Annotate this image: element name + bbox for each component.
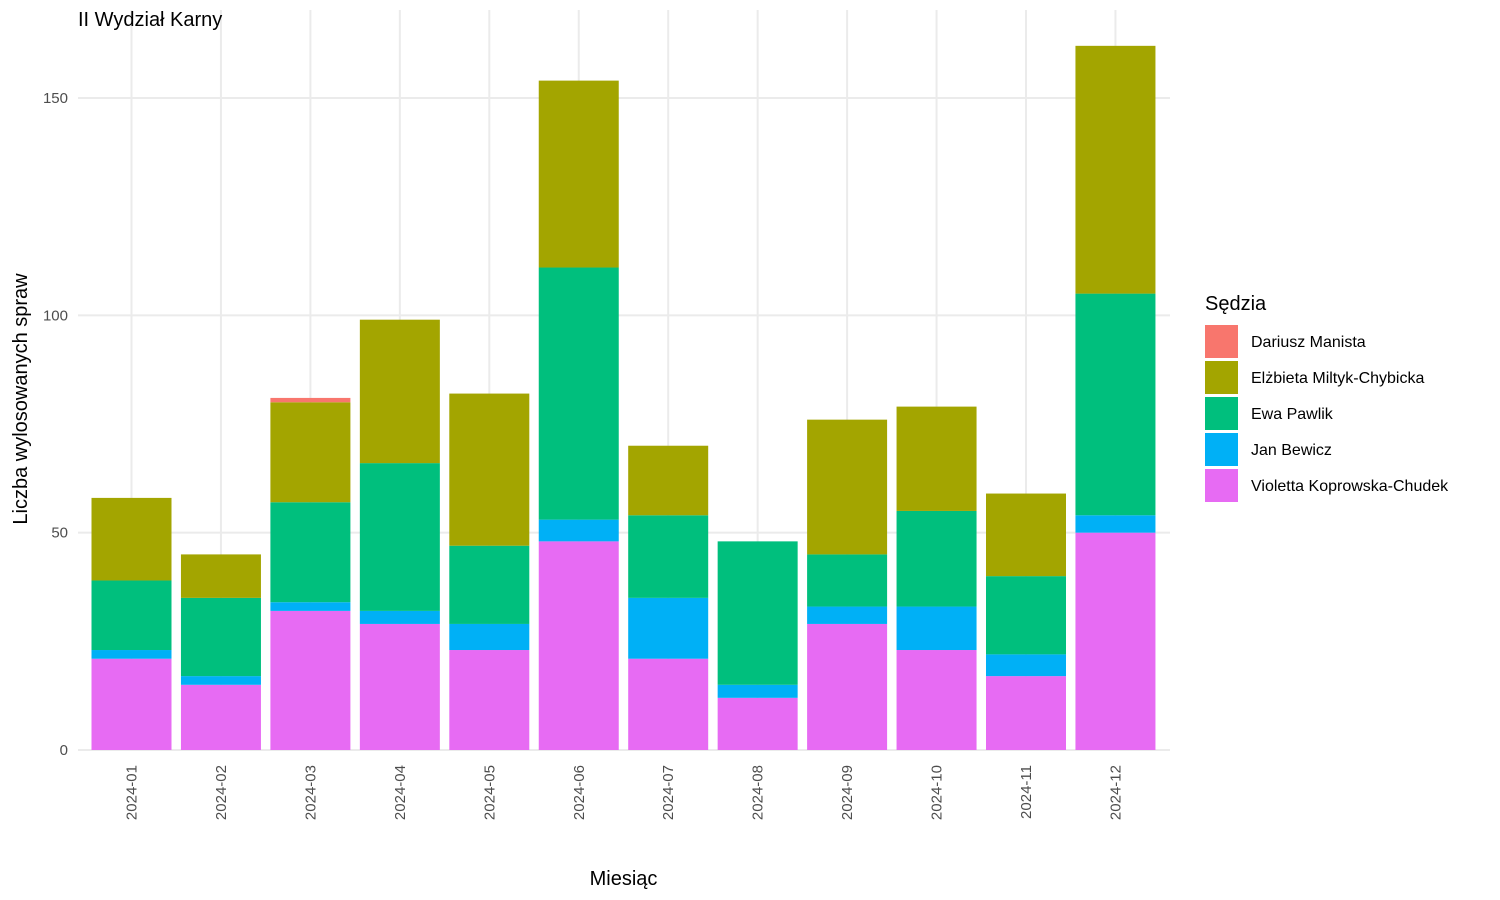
legend-swatch bbox=[1205, 361, 1238, 394]
bar-segment bbox=[1075, 293, 1156, 516]
bar-segment bbox=[180, 597, 261, 677]
bar-segment bbox=[91, 497, 172, 581]
x-axis-ticks: 2024-01 2024-02 2024-03 2024-04 2024-05 2024-… bbox=[124, 765, 1125, 820]
bar-segment bbox=[1075, 45, 1156, 294]
bar-segment bbox=[359, 463, 440, 611]
bar-segment bbox=[986, 676, 1066, 750]
bar-segment bbox=[807, 623, 888, 750]
bar-segment bbox=[449, 545, 530, 624]
bar-segment bbox=[449, 650, 530, 750]
bar-segment bbox=[807, 419, 888, 555]
x-tick-label: 2024-01 bbox=[124, 765, 141, 820]
bar-segment bbox=[180, 684, 261, 750]
bar-segment bbox=[896, 606, 977, 651]
bar-segment bbox=[896, 650, 977, 750]
legend-title: Sędzia bbox=[1205, 293, 1267, 315]
bar-segment bbox=[986, 576, 1066, 655]
x-tick-label: 2024-12 bbox=[1107, 765, 1124, 820]
bar-segment bbox=[538, 80, 619, 268]
y-tick-label: 150 bbox=[43, 90, 68, 107]
bar-segment bbox=[538, 267, 619, 520]
bar-segment bbox=[986, 654, 1066, 677]
bar-segment bbox=[180, 554, 261, 598]
y-axis-title: Liczba wylosowanych spraw bbox=[10, 273, 32, 525]
x-tick-label: 2024-04 bbox=[392, 765, 409, 820]
bar-segment bbox=[91, 650, 172, 659]
x-tick-label: 2024-05 bbox=[481, 765, 498, 820]
bar-segment bbox=[359, 319, 440, 464]
y-tick-label: 50 bbox=[51, 525, 68, 542]
y-tick-label: 0 bbox=[60, 742, 68, 759]
bar-segment bbox=[449, 623, 530, 651]
bar-segment bbox=[270, 602, 351, 611]
bar-segment bbox=[896, 510, 977, 607]
bar-segment bbox=[538, 519, 619, 542]
bar-segment bbox=[807, 554, 888, 607]
chart-title: II Wydział Karny bbox=[78, 9, 222, 31]
bar-segment bbox=[628, 658, 709, 750]
bar-segment bbox=[628, 445, 709, 516]
x-tick-label: 2024-11 bbox=[1018, 765, 1035, 819]
bar-segment bbox=[91, 658, 172, 750]
bar-segment bbox=[180, 676, 261, 685]
bar-segment bbox=[270, 610, 351, 750]
bars bbox=[91, 45, 1156, 750]
x-tick-label: 2024-07 bbox=[660, 765, 677, 820]
bar-segment bbox=[359, 610, 440, 624]
legend: Sędzia Dariusz Manista Elżbieta Miltyk-Ch… bbox=[1205, 293, 1449, 502]
x-tick-label: 2024-02 bbox=[213, 765, 230, 820]
bar-segment bbox=[807, 606, 888, 624]
bar-segment bbox=[91, 580, 172, 651]
legend-swatch bbox=[1205, 433, 1238, 466]
x-axis-title: Miesiąc bbox=[590, 868, 658, 890]
legend-swatch bbox=[1205, 469, 1238, 502]
bar-segment bbox=[538, 541, 619, 750]
bar-segment bbox=[717, 684, 798, 698]
bar-segment bbox=[628, 515, 709, 598]
bar-segment bbox=[628, 597, 709, 659]
legend-label: Dariusz Manista bbox=[1251, 334, 1366, 351]
x-tick-label: 2024-10 bbox=[929, 765, 946, 820]
bar-segment bbox=[359, 623, 440, 750]
y-tick-label: 100 bbox=[43, 307, 68, 324]
bar-segment bbox=[1075, 532, 1156, 750]
bar-segment bbox=[270, 402, 351, 503]
legend-swatch bbox=[1205, 397, 1238, 430]
y-axis-ticks: 0 50 100 150 bbox=[43, 90, 68, 759]
legend-label: Violetta Koprowska-Chudek bbox=[1251, 478, 1449, 495]
legend-swatch bbox=[1205, 325, 1238, 358]
bar-segment bbox=[717, 541, 798, 685]
x-tick-label: 2024-08 bbox=[750, 765, 767, 820]
legend-label: Ewa Pawlik bbox=[1251, 406, 1334, 423]
bar-segment bbox=[449, 393, 530, 546]
x-tick-label: 2024-03 bbox=[302, 765, 319, 820]
bar-segment bbox=[896, 406, 977, 511]
x-tick-label: 2024-06 bbox=[571, 765, 588, 820]
x-tick-label: 2024-09 bbox=[839, 765, 856, 820]
bar-segment bbox=[717, 697, 798, 750]
bar-segment bbox=[270, 502, 351, 603]
bar-segment bbox=[1075, 515, 1156, 533]
bar-segment bbox=[986, 493, 1066, 577]
legend-label: Jan Bewicz bbox=[1251, 442, 1332, 459]
legend-label: Elżbieta Miltyk-Chybicka bbox=[1251, 370, 1424, 387]
bar-segment bbox=[270, 397, 351, 403]
